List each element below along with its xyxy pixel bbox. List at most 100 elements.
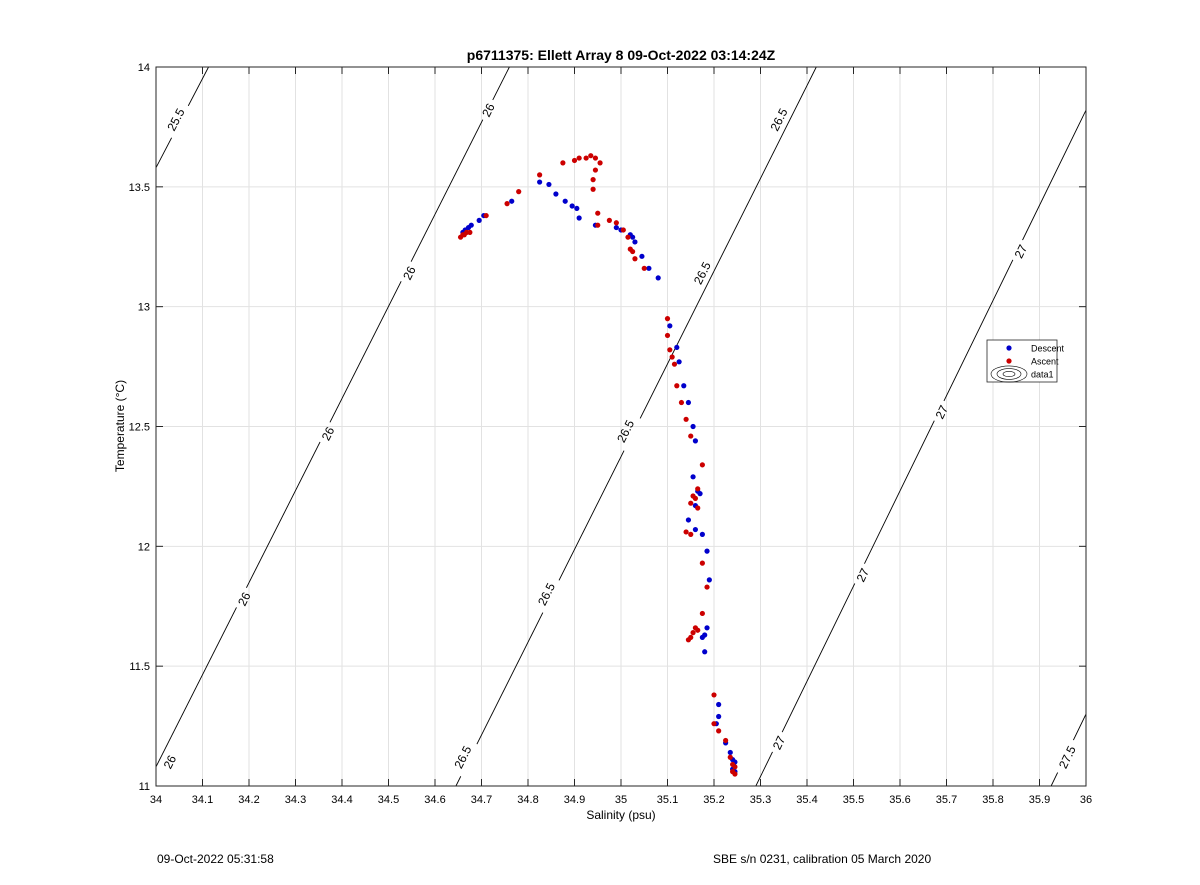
legend-contour-icon [996, 368, 1022, 380]
ascent-point [732, 771, 738, 777]
ascent-point [516, 189, 522, 195]
ascent-point [690, 630, 696, 636]
footer-timestamp: 09-Oct-2022 05:31:58 [157, 852, 274, 866]
x-tick-label: 35.4 [796, 794, 817, 806]
ascent-point [699, 560, 705, 566]
x-tick-label: 35.3 [750, 794, 771, 806]
descent-point [562, 198, 568, 204]
chart-title: p6711375: Ellett Array 8 09-Oct-2022 03:… [467, 47, 776, 63]
ascent-point [595, 210, 601, 216]
ascent-point [695, 627, 701, 633]
descent-point [553, 191, 559, 197]
x-tick-label: 34.1 [192, 794, 213, 806]
x-tick-label: 34.3 [285, 794, 306, 806]
y-axis-label: Temperature (°C) [113, 380, 127, 472]
x-tick-label: 35 [615, 794, 627, 806]
legend-contour-icon [1002, 370, 1016, 377]
legend-contour-icon [990, 365, 1028, 383]
x-tick-label: 35.1 [657, 794, 678, 806]
ascent-point [683, 529, 689, 535]
descent-point [690, 474, 696, 480]
legend: Descent Ascent data1 [986, 339, 1065, 383]
descent-point [704, 548, 710, 554]
ascent-point [590, 177, 596, 183]
ascent-point [711, 721, 717, 727]
ascent-point [537, 172, 543, 178]
descent-point [699, 634, 705, 641]
descent-point [681, 383, 687, 389]
ascent-point [674, 383, 680, 389]
y-tick-label: 11 [139, 781, 150, 793]
x-axis-label: Salinity (psu) [586, 808, 655, 822]
y-axis-ticks: 11 11.5 12 12.5 13 13.5 14 [129, 62, 1086, 793]
x-tick-label: 35.5 [843, 794, 864, 806]
ascent-point [504, 201, 510, 207]
y-tick-label: 11.5 [129, 661, 150, 673]
descent-point [509, 198, 515, 204]
ascent-point [669, 354, 675, 360]
descent-point [685, 399, 692, 406]
descent-point [716, 701, 722, 708]
ascent-point [571, 157, 578, 164]
descent-point [574, 205, 580, 212]
contour-line [156, 67, 510, 768]
ascent-point [576, 155, 582, 161]
contour-label: 27 [770, 734, 789, 752]
ascent-point [732, 764, 738, 770]
ascent-point [641, 265, 647, 271]
ascent-point [688, 531, 694, 537]
ascent-point [711, 692, 717, 698]
descent-point [639, 253, 645, 259]
ascent-point [597, 160, 603, 166]
ascent-point [716, 728, 722, 734]
ascent-point [560, 160, 566, 166]
ascent-point [699, 462, 705, 468]
descent-point [655, 275, 661, 281]
contour-label: 26 [319, 424, 338, 443]
ascent-point [613, 220, 619, 226]
x-tick-label: 35.7 [936, 794, 957, 806]
descent-point [690, 423, 696, 430]
legend-marker [1006, 358, 1012, 364]
ascent-point [678, 399, 685, 406]
ascent-point [695, 505, 701, 511]
ascent-point [699, 610, 705, 617]
descent-point [630, 234, 636, 240]
y-tick-label: 13.5 [129, 182, 150, 194]
contour-label: 27 [933, 403, 952, 421]
y-tick-label: 13 [138, 302, 150, 314]
contour-label: 26 [235, 590, 254, 609]
descent-point [537, 179, 543, 185]
contour-line [755, 109, 1086, 786]
ascent-point [483, 212, 489, 219]
ascent-point [664, 332, 671, 339]
contour-label: 27 [1012, 242, 1031, 260]
descent-point [676, 359, 682, 365]
ascent-point [727, 754, 733, 760]
descent-point [716, 713, 722, 720]
ascent-point [588, 153, 594, 159]
ascent-point [667, 347, 673, 353]
contour-line [1050, 713, 1086, 786]
ascent-point [583, 155, 589, 161]
x-tick-label: 34.5 [378, 794, 399, 806]
descent-point [699, 531, 705, 537]
descent-point [674, 344, 680, 351]
descent-point [702, 649, 708, 655]
ascent-point [625, 234, 631, 240]
descent-point [692, 438, 699, 444]
ascent-point [620, 227, 626, 233]
x-tick-label: 35.2 [703, 794, 724, 806]
descent-point [476, 217, 482, 223]
ascent-point [632, 256, 638, 262]
descent-point [569, 203, 575, 209]
ascent-point [590, 186, 596, 192]
descent-point [576, 215, 582, 221]
ascent-point [695, 486, 701, 492]
ascent-point [704, 584, 710, 590]
data-points [457, 153, 738, 777]
legend-label: Descent [1031, 344, 1065, 354]
ascent-point [671, 361, 678, 367]
ascent-point [664, 316, 671, 322]
